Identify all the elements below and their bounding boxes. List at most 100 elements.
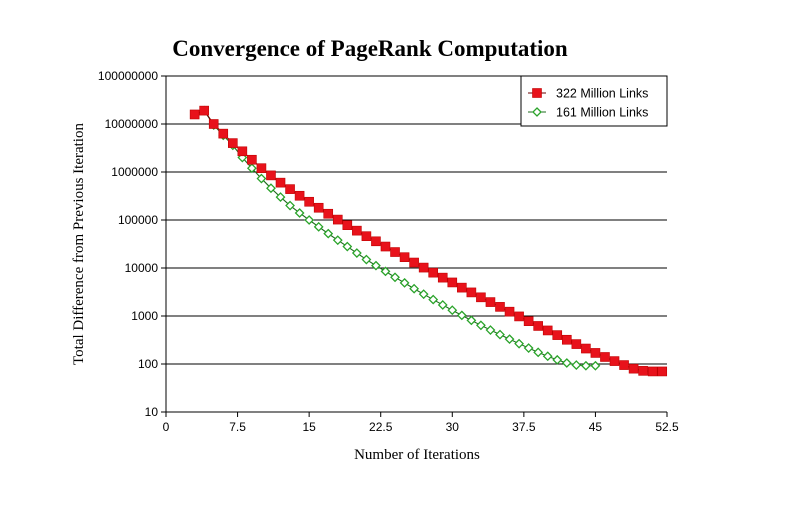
x-tick-label: 15 <box>302 420 316 434</box>
data-point <box>409 283 420 294</box>
data-point <box>457 282 467 293</box>
data-point <box>352 225 362 236</box>
data-point <box>285 184 295 194</box>
y-tick-label: 10000 <box>125 261 159 275</box>
data-point <box>199 105 209 116</box>
data-point <box>266 170 276 181</box>
data-point <box>285 200 295 211</box>
data-point <box>275 177 286 188</box>
data-point <box>380 241 391 252</box>
legend-box <box>520 75 668 127</box>
legend-label: 161 Million Links <box>556 106 648 120</box>
data-point <box>485 297 496 307</box>
data-point <box>532 107 542 117</box>
data-point <box>495 302 505 312</box>
data-point <box>323 228 334 239</box>
series-layer <box>189 105 668 377</box>
data-point <box>304 215 315 225</box>
data-point <box>342 241 353 252</box>
data-point <box>647 366 658 377</box>
legend: 322 Million Links 161 Million Links <box>520 75 668 127</box>
x-tick-label: 37.5 <box>512 420 536 434</box>
data-point <box>495 329 505 340</box>
data-point <box>456 310 467 321</box>
data-point <box>590 360 601 371</box>
data-point <box>275 192 286 203</box>
data-point <box>418 262 429 273</box>
data-point <box>247 154 257 165</box>
data-point <box>638 366 648 376</box>
data-point <box>542 325 553 336</box>
data-point <box>552 330 563 340</box>
data-point <box>437 300 448 310</box>
data-point <box>504 306 515 317</box>
data-point <box>390 247 400 257</box>
x-tick-label: 30 <box>446 420 460 434</box>
data-point <box>466 287 477 298</box>
series-line <box>194 109 663 372</box>
data-point <box>447 305 458 316</box>
data-point <box>256 173 267 184</box>
data-point <box>228 138 238 148</box>
data-point <box>437 272 448 283</box>
data-point <box>342 220 353 230</box>
data-point <box>619 360 629 370</box>
data-point <box>361 254 372 265</box>
legend-item: 322 Million Links <box>528 87 648 101</box>
data-point <box>590 348 601 358</box>
data-point <box>571 360 582 370</box>
data-point <box>380 266 391 277</box>
data-point <box>514 338 525 349</box>
data-point <box>266 183 276 194</box>
data-point <box>561 358 572 368</box>
data-point <box>580 360 591 371</box>
data-point <box>466 315 477 326</box>
y-tick-label: 1000 <box>131 309 158 323</box>
data-point <box>657 366 668 377</box>
y-tick-label: 100000 <box>118 213 158 227</box>
data-point <box>218 128 229 139</box>
data-point <box>533 347 544 358</box>
data-point <box>533 321 543 331</box>
data-point <box>504 334 515 345</box>
chart-title: Convergence of PageRank Computation <box>172 36 568 61</box>
data-point <box>409 257 419 268</box>
series-322-million-links <box>189 105 668 377</box>
data-point <box>428 294 439 305</box>
data-point <box>476 292 486 303</box>
data-point <box>246 163 257 174</box>
data-point <box>581 343 591 354</box>
data-point <box>399 277 410 288</box>
y-axis-title: Total Difference from Previous Iteration <box>71 123 87 365</box>
data-point <box>313 202 324 213</box>
y-tick-label: 10 <box>145 405 159 419</box>
x-tick-label: 45 <box>589 420 603 434</box>
data-point <box>189 109 200 120</box>
data-point <box>294 208 305 218</box>
data-point <box>475 320 486 331</box>
data-point <box>600 352 610 362</box>
y-tick-label: 100000000 <box>98 69 158 83</box>
data-point <box>552 354 563 365</box>
data-point <box>294 190 305 201</box>
data-point <box>256 163 267 173</box>
data-point <box>523 343 534 353</box>
x-tick-label: 7.5 <box>229 420 246 434</box>
data-point <box>399 252 410 262</box>
x-tick-label: 0 <box>163 420 170 434</box>
data-point <box>313 221 324 232</box>
x-tick-label: 22.5 <box>369 420 393 434</box>
y-tick-label: 10000000 <box>105 117 159 131</box>
data-point <box>332 235 343 246</box>
data-point <box>418 289 429 300</box>
data-point <box>561 334 572 345</box>
data-point <box>523 316 534 326</box>
data-point <box>323 208 334 219</box>
legend-item: 161 Million Links <box>528 106 648 120</box>
x-axis-title: Number of Iterations <box>354 447 480 463</box>
data-point <box>428 267 439 278</box>
y-tick-label: 1000000 <box>111 165 158 179</box>
data-point <box>628 363 639 374</box>
data-point <box>332 214 343 225</box>
